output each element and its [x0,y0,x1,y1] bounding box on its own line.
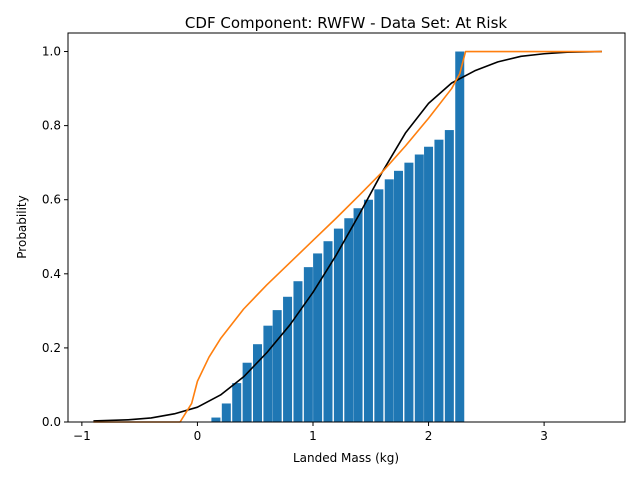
bar [444,130,454,422]
bar [384,179,394,422]
bar [344,218,354,422]
series-line-2 [93,50,602,423]
bar-series [211,51,465,423]
x-tick-label: 1 [309,429,317,443]
y-axis: 0.0 0.2 0.4 0.6 0.8 1.0 [42,45,68,429]
plot-frame [67,32,626,423]
bar [394,170,404,422]
bar [221,403,231,422]
plot-area [67,32,626,423]
x-tick-label: 2 [425,429,433,443]
bar [253,344,263,422]
series-line-1 [93,50,602,422]
x-tick-label: 0 [194,429,202,443]
bar [242,362,252,422]
bar [323,241,333,422]
bar [374,189,384,422]
y-axis-label: Probability [15,195,29,258]
y-tick-label: 0.8 [42,119,61,133]
x-tick-label: −1 [73,429,91,443]
x-axis: −1 0 1 2 3 [73,422,548,443]
y-tick-label: 0.2 [42,341,61,355]
bar [404,162,414,423]
bar [414,154,424,422]
line-series [93,50,602,423]
y-tick-label: 0.6 [42,193,61,207]
bar [434,139,444,422]
bar [303,267,313,422]
bar [232,383,242,422]
chart-title: CDF Component: RWFW - Data Set: At Risk [185,14,507,32]
bar [293,281,303,422]
bar [424,146,434,423]
bar [313,253,323,422]
bar [263,325,273,422]
x-axis-label: Landed Mass (kg) [293,451,399,465]
bar [353,208,363,422]
bar [283,296,293,422]
bar [363,199,373,422]
bar [272,310,282,422]
y-tick-label: 0.0 [42,415,61,429]
bar [211,417,221,422]
bar [333,228,343,422]
y-tick-label: 0.4 [42,267,61,281]
y-tick-label: 1.0 [42,45,61,59]
bar [455,51,465,423]
x-tick-label: 3 [540,429,548,443]
